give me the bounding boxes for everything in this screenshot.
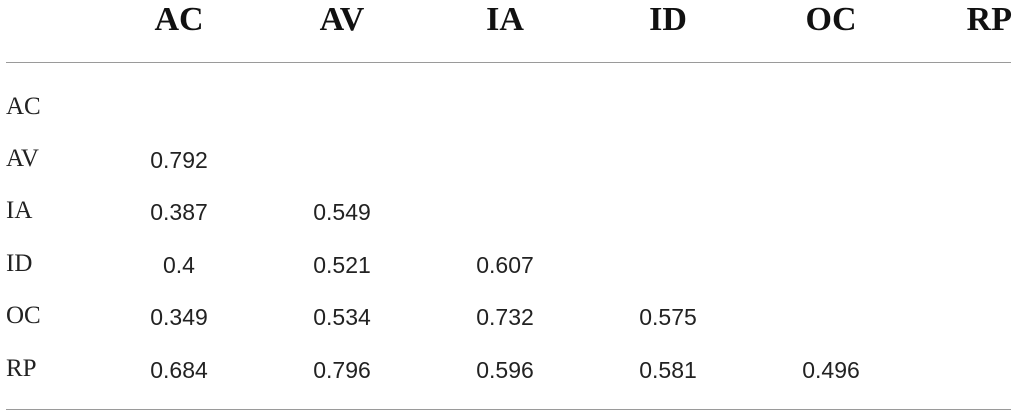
column-header-rp: RP	[966, 1, 1012, 38]
table-cell: 0.4	[163, 252, 195, 278]
column-header-ia: IA	[486, 1, 524, 38]
table-cell: 0.521	[313, 252, 371, 278]
column-header-ac: AC	[154, 1, 204, 38]
table-bottom-rule	[6, 409, 1011, 410]
table-cell: 0.496	[802, 357, 860, 383]
table-cell: 0.387	[150, 199, 208, 225]
table-cell: 0.596	[476, 357, 534, 383]
table-cell: 0.792	[150, 147, 208, 173]
table-cell: 0.534	[313, 304, 371, 330]
table-cell: 0.575	[639, 304, 697, 330]
table-cell: 0.607	[476, 252, 534, 278]
table-cell: 0.732	[476, 304, 534, 330]
row-label-av: AV	[6, 145, 39, 172]
table-cell: 0.549	[313, 199, 371, 225]
column-header-oc: OC	[805, 1, 857, 38]
table-cell: 0.684	[150, 357, 208, 383]
row-label-rp: RP	[6, 355, 37, 382]
row-label-oc: OC	[6, 302, 41, 329]
table-cell: 0.581	[639, 357, 697, 383]
column-header-id: ID	[649, 1, 687, 38]
table-cell: 0.349	[150, 304, 208, 330]
row-label-id: ID	[6, 250, 33, 277]
row-label-ia: IA	[6, 197, 33, 224]
table-cell: 0.796	[313, 357, 371, 383]
header-divider	[6, 62, 1011, 63]
column-header-av: AV	[319, 1, 365, 38]
row-label-ac: AC	[6, 93, 41, 120]
